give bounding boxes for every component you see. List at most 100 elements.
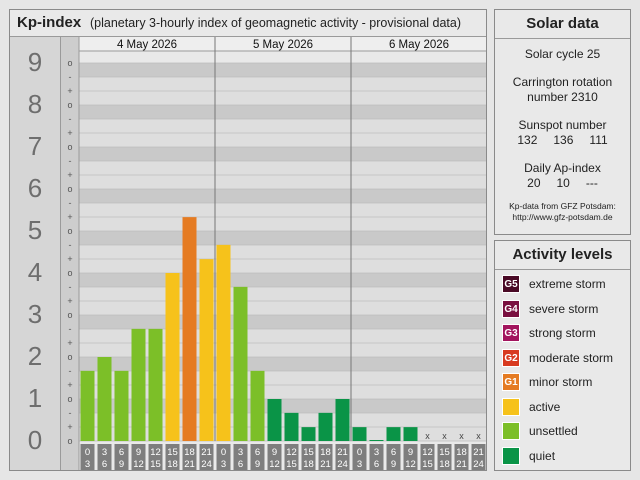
level-label: moderate storm (529, 350, 614, 365)
minor-tick-label: - (69, 408, 72, 418)
interval-end: 18 (303, 459, 314, 470)
interval-start: 9 (272, 447, 277, 458)
sunspot-label: Sunspot number (518, 118, 607, 132)
level-label: quiet (529, 448, 556, 463)
level-item: G5 extreme storm (502, 274, 606, 294)
kp-bar (318, 412, 333, 441)
level-swatch: G5 (502, 275, 520, 293)
interval-box (114, 444, 129, 470)
interval-box (420, 444, 435, 470)
kp-bar (182, 217, 197, 441)
kp-bar (80, 370, 95, 441)
kp-subtitle: (planetary 3-hourly index of geomagnetic… (90, 16, 462, 30)
interval-start: 21 (473, 447, 484, 458)
kp-bar (97, 357, 112, 441)
interval-start: 3 (374, 447, 379, 458)
interval-end: 15 (150, 459, 161, 470)
y-tick-label: 6 (28, 173, 42, 203)
kp-bar (131, 328, 146, 441)
minor-tick-label: - (69, 282, 72, 292)
interval-box (403, 444, 418, 470)
level-item: active (502, 397, 560, 417)
minor-tick-label: + (67, 212, 72, 222)
interval-start: 12 (150, 447, 161, 458)
minor-tick-label: + (67, 86, 72, 96)
y-tick-label: 4 (28, 257, 42, 287)
level-label: strong storm (529, 326, 596, 340)
solar-title: Solar data (495, 10, 630, 39)
missing-marker: x (442, 431, 447, 441)
interval-start: 0 (85, 447, 90, 458)
y-tick-label: 7 (28, 131, 42, 161)
kp-bar (250, 370, 265, 441)
level-swatch (502, 422, 520, 440)
minor-tick-label: + (67, 422, 72, 432)
level-label: active (529, 399, 561, 414)
missing-marker: x (476, 431, 481, 441)
interval-end: 12 (405, 459, 416, 470)
y-tick-label: 2 (28, 341, 42, 371)
interval-end: 12 (269, 459, 280, 470)
interval-box (80, 444, 95, 470)
minor-tick-label: + (67, 128, 72, 138)
minor-tick-label: o (67, 100, 72, 110)
day-label: 5 May 2026 (253, 39, 313, 51)
interval-start: 3 (102, 447, 107, 458)
interval-end: 21 (184, 459, 195, 470)
level-item: G1 minor storm (502, 372, 592, 392)
interval-start: 6 (255, 447, 260, 458)
kp-bar (284, 412, 299, 441)
interval-start: 21 (201, 447, 212, 458)
missing-marker: x (425, 431, 430, 441)
level-swatch (502, 446, 520, 465)
interval-box (318, 444, 333, 470)
minor-tick-label: o (67, 394, 72, 404)
kp-bar (148, 328, 163, 441)
interval-end: 6 (238, 459, 243, 470)
interval-end: 15 (286, 459, 297, 470)
source-line2: http://www.gfz-potsdam.de (512, 212, 613, 222)
activity-levels-panel: Activity levels G5 extreme storm G4 severe … (494, 240, 631, 471)
y-tick-label: 8 (28, 89, 42, 119)
levels-title: Activity levels (495, 241, 630, 270)
interval-end: 12 (133, 459, 144, 470)
minor-tick-label: o (67, 310, 72, 320)
level-swatch: G1 (502, 373, 520, 391)
minor-tick-label: o (67, 352, 72, 362)
level-item: G2 moderate storm (502, 348, 613, 368)
minor-tick-label: + (67, 170, 72, 180)
carrington-line2: number 2310 (527, 90, 598, 104)
interval-end: 15 (422, 459, 433, 470)
level-swatch: G2 (502, 348, 520, 367)
minor-tick-label: + (67, 254, 72, 264)
sunspot-value: 111 (589, 133, 608, 147)
kp-bar (216, 244, 231, 441)
interval-start: 18 (320, 447, 331, 458)
ap-value: --- (585, 176, 598, 190)
interval-end: 21 (320, 459, 331, 470)
interval-start: 0 (221, 447, 226, 458)
interval-box (437, 444, 452, 470)
kp-chart: 0123456789o+-o+-o+-o+-o+-o+-o+-o+-o+-o4 … (10, 37, 486, 470)
interval-start: 12 (286, 447, 297, 458)
interval-box (199, 444, 214, 470)
level-label: unsettled (529, 424, 578, 438)
missing-marker: x (459, 431, 464, 441)
kp-bar (301, 427, 316, 441)
interval-start: 9 (136, 447, 141, 458)
interval-box (335, 444, 350, 470)
minor-tick-label: + (67, 338, 72, 348)
source-line1: Kp-data from GFZ Potsdam: (509, 201, 616, 211)
level-label: minor storm (529, 375, 593, 389)
interval-end: 21 (456, 459, 467, 470)
kp-header: Kp-index (planetary 3-hourly index of ge… (10, 10, 486, 37)
interval-box (250, 444, 265, 470)
interval-box (267, 444, 282, 470)
level-swatch: G3 (502, 324, 520, 342)
level-item: G4 severe storm (502, 299, 598, 319)
ap-value: 10 (556, 176, 570, 190)
interval-end: 18 (439, 459, 450, 470)
minor-tick-label: o (67, 436, 72, 446)
interval-end: 18 (167, 459, 178, 470)
carrington-line1: Carrington rotation (512, 75, 613, 89)
